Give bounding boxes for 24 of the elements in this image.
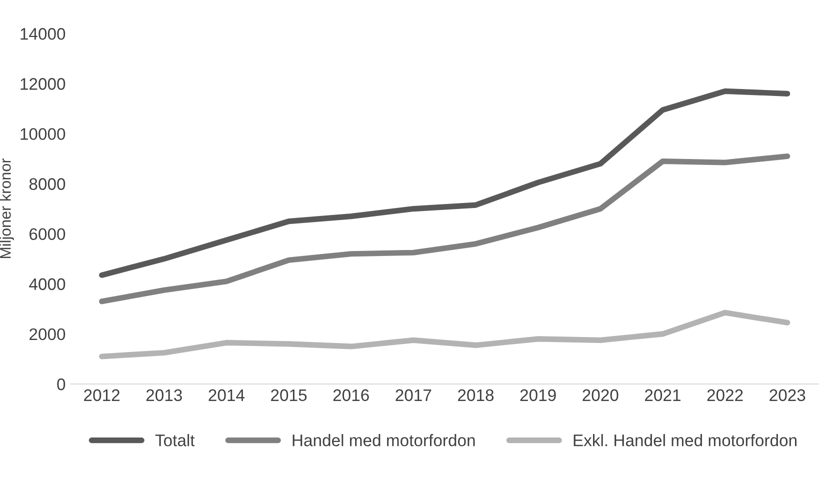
y-axis-title: Miljoner kronor bbox=[0, 158, 14, 258]
x-tick-label: 2018 bbox=[458, 389, 494, 402]
x-tick-label: 2022 bbox=[707, 389, 743, 402]
y-tick-label: 2000 bbox=[30, 328, 66, 340]
x-tick-label: 2019 bbox=[520, 389, 556, 402]
y-tick-label: 8000 bbox=[29, 178, 66, 190]
x-tick-label: 2015 bbox=[271, 389, 307, 402]
y-tick-label: 6000 bbox=[30, 228, 66, 240]
x-tick-label: 2013 bbox=[146, 389, 182, 402]
x-tick-label: 2023 bbox=[770, 389, 806, 402]
x-tick-label: 2017 bbox=[396, 389, 432, 402]
y-tick-label: 4000 bbox=[29, 278, 66, 290]
legend-label: Exkl. Handel med motorfordon bbox=[574, 434, 796, 446]
y-tick-label: 14000 bbox=[20, 28, 66, 40]
y-tick-label: 0 bbox=[57, 378, 66, 390]
legend-label: Totalt bbox=[155, 434, 195, 446]
x-tick-label: 2021 bbox=[645, 389, 680, 402]
y-tick-label: 12000 bbox=[20, 78, 66, 90]
legend-label: Handel med motorfordon bbox=[292, 434, 475, 446]
x-tick-label: 2020 bbox=[582, 389, 618, 402]
x-tick-label: 2016 bbox=[333, 389, 369, 402]
y-tick-label: 10000 bbox=[20, 128, 66, 140]
x-tick-label: 2014 bbox=[208, 389, 244, 402]
x-tick-label: 2012 bbox=[84, 389, 120, 402]
